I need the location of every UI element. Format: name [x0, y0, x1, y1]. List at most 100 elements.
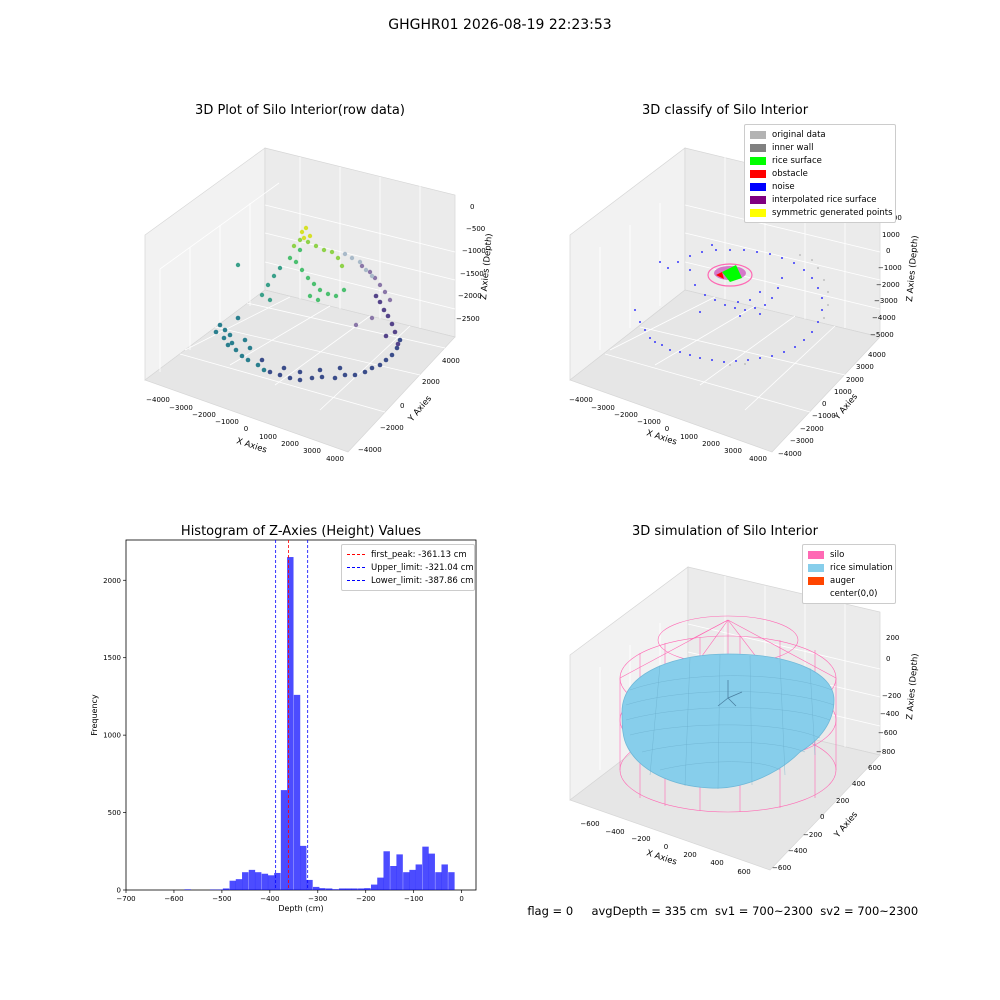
legend-label: interpolated rice surface: [772, 194, 877, 205]
panel2-noise-points: [634, 244, 823, 363]
panel1-points: [213, 225, 403, 383]
legend-swatch: [750, 156, 766, 165]
histogram-bar: [184, 889, 191, 890]
histogram-x-tick-label: −400: [260, 895, 279, 903]
legend-item: original data: [750, 128, 890, 141]
panel2-x-tick: 1000: [680, 433, 698, 441]
histogram-bars: [184, 557, 455, 890]
panel1-x-tick: 3000: [303, 447, 321, 455]
legend-label: rice simulation: [830, 562, 893, 573]
histogram-bar: [371, 884, 378, 890]
histogram-bar: [338, 888, 346, 890]
panel1-y-tick: 4000: [442, 357, 460, 365]
histogram-bar: [242, 872, 249, 890]
panel4-x-ticks: −600 −400 −200 0 200 400 600: [580, 820, 750, 876]
legend-item: first_peak: -361.13 cm: [347, 548, 469, 561]
histogram-bar: [325, 888, 333, 890]
panel2-y-tick: 1000: [834, 388, 852, 396]
panel2-legend: original data inner wall rice surface ob…: [744, 124, 896, 223]
histogram-title: Histogram of Z-Axies (Height) Values: [180, 524, 422, 539]
histogram-y-ticks: 0 500 1000 1500 2000: [103, 577, 126, 895]
panel1-x-tick: −4000: [146, 396, 170, 404]
panel1-z-ticks: 0 −500 −1000 −1500 −2000 −2500: [456, 203, 486, 323]
panel4-auger: [717, 680, 743, 707]
histogram-bar: [229, 880, 236, 890]
histogram-bar: [364, 888, 371, 890]
histogram-bar: [312, 886, 320, 890]
status-footer: flag = 0 avgDepth = 335 cm sv1 = 700~230…: [520, 890, 918, 918]
sv1-text: sv1 = 700~2300: [715, 904, 813, 918]
panel2-y-tick: 2000: [846, 376, 864, 384]
panel2-x-tick: −4000: [569, 396, 593, 404]
histogram-x-label: Depth (cm): [278, 904, 323, 913]
panel2-y-ticks: −4000 −3000 −2000 −1000 0 1000 2000 3000…: [778, 351, 886, 458]
panel2-y-tick: 0: [822, 400, 826, 408]
legend-item: obstacle: [750, 167, 890, 180]
histogram-plot-area: [125, 539, 477, 891]
panel4-y-tick: 600: [868, 764, 881, 772]
panel2-x-tick: −1000: [637, 418, 661, 426]
panel1-x-tick: 2000: [281, 440, 299, 448]
legend-label: original data: [772, 129, 826, 140]
panel1-x-tick: −1000: [215, 418, 239, 426]
panel4-rice-surface: [621, 653, 835, 789]
legend-swatch: [750, 130, 766, 139]
histogram-x-tick-label: −600: [164, 895, 183, 903]
panel2-x-tick: −3000: [591, 404, 615, 412]
panel2-x-tick: 4000: [749, 455, 767, 463]
histogram-x-tick-label: −300: [308, 895, 327, 903]
histogram-bar: [345, 888, 352, 890]
histogram-x-tick-label: −100: [404, 895, 423, 903]
panel4-z-tick: 200: [886, 634, 899, 642]
histogram-bar: [441, 864, 448, 890]
histogram-bar: [383, 851, 390, 890]
panel4-y-tick: −400: [788, 847, 807, 855]
panel1-title: 3D Plot of Silo Interior(row data): [195, 103, 405, 118]
histogram-bar: [448, 872, 455, 890]
histogram-x-tick-label: −500: [212, 895, 231, 903]
panel1-x-tick: 0: [244, 425, 248, 433]
legend-swatch: [750, 195, 766, 204]
panel2-y-tick: 3000: [856, 363, 874, 371]
panel2-rice-surface: [722, 265, 742, 282]
panel2-x-tick: 0: [665, 425, 669, 433]
histogram-bar: [332, 889, 339, 890]
histogram-bar: [422, 846, 429, 890]
histogram-x-ticks: −700 −600 −500 −400 −300 −200 −100 0: [116, 890, 464, 903]
legend-swatch: [808, 590, 824, 598]
panel4-z-tick: 0: [886, 655, 890, 663]
panel2-floor-pane: [569, 289, 881, 453]
panel4-x-tick: −200: [631, 835, 650, 843]
panel2-z-tick: 0: [886, 247, 890, 255]
panel4-x-tick: −400: [605, 828, 624, 836]
histogram-bar: [377, 877, 384, 890]
histogram-bar: [300, 845, 307, 890]
panel1-z-tick: −500: [466, 225, 485, 233]
panel2-y-tick: −4000: [778, 450, 802, 458]
legend-line: [347, 580, 365, 581]
panel4-y-tick: 200: [836, 797, 849, 805]
histogram-bar: [415, 864, 423, 890]
panel4-z-tick: −600: [878, 729, 897, 737]
panel1-y-tick: 2000: [422, 378, 440, 386]
panel4-y-tick: 0: [820, 813, 824, 821]
panel1-z-tick: −2500: [456, 315, 480, 323]
histogram-x-tick-label: −200: [356, 895, 375, 903]
histogram-y-tick-label: 500: [108, 809, 121, 817]
sv2-text: sv2 = 700~2300: [820, 904, 919, 918]
legend-label: symmetric generated points: [772, 207, 893, 218]
panel4-y-ticks: −600 −400 −200 0 200 400 600: [772, 764, 881, 872]
histogram-bar: [235, 879, 243, 890]
histogram-bar: [351, 888, 358, 890]
legend-swatch: [808, 563, 824, 572]
histogram-bar: [428, 853, 435, 890]
histogram-y-label: Frequency: [90, 694, 99, 736]
legend-item: noise: [750, 180, 890, 193]
histogram-bar: [403, 872, 410, 890]
legend-item: rice simulation: [808, 561, 893, 574]
panel2-z-tick: −3000: [874, 297, 898, 305]
legend-label: inner wall: [772, 142, 814, 153]
panel4-x-label: X Axies: [645, 848, 678, 867]
